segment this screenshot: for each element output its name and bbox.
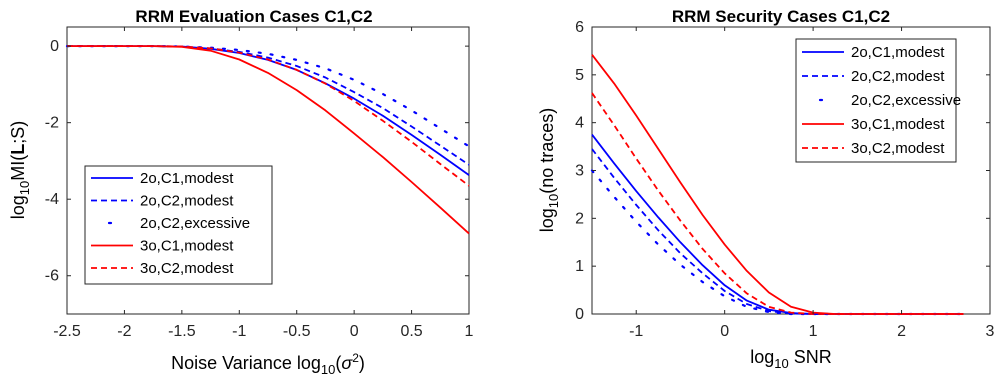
x-tick-label: 1 (809, 323, 818, 340)
y-axis-label: log10(no traces) (537, 108, 561, 233)
y-tick-label: 1 (575, 258, 584, 275)
y-tick-label: 2 (575, 210, 584, 227)
x-tick-label: 3 (986, 323, 995, 340)
legend-label: 2o,C1,modest (140, 170, 234, 187)
legend-label: 3o,C2,modest (851, 140, 945, 157)
x-tick-label: 0.5 (400, 323, 422, 340)
right-chart: RRM Security Cases C1,C2 -1 0 1 2 3 0 1 2 3 4 5 6 l… (537, 7, 995, 371)
tick-layer: -1 0 1 2 3 0 1 2 3 4 5 6 (575, 19, 994, 340)
x-tick-label: 1 (465, 323, 474, 340)
x-tick-label: 2 (897, 323, 906, 340)
y-tick-label: -2 (45, 115, 59, 132)
y-tick-label: 5 (575, 67, 584, 84)
x-tick-label: -1 (232, 323, 246, 340)
legend: 2o,C1,modest 2o,C2,modest 2o,C2,excessive 3… (84, 165, 273, 285)
x-tick-label: -1 (629, 323, 643, 340)
legend-box (84, 165, 273, 285)
x-tick-label: -0.5 (283, 323, 311, 340)
y-axis-label: log10MI(L;S) (8, 121, 32, 220)
legend-label: 2o,C2,modest (851, 68, 945, 85)
legend-label: 2o,C2,excessive (851, 92, 961, 109)
y-tick-label: -4 (45, 191, 59, 208)
x-tick-label: -1.5 (168, 323, 196, 340)
chart-title: RRM Evaluation Cases C1,C2 (135, 7, 372, 26)
y-tick-label: -6 (45, 268, 59, 285)
left-chart: RRM Evaluation Cases C1,C2 -2.5 -2 -1.5 -1-… (8, 7, 474, 377)
legend-label: 3o,C1,modest (140, 238, 234, 255)
legend-label: 2o,C2,excessive (140, 215, 250, 232)
x-tick-label: -2 (117, 323, 131, 340)
chart-title: RRM Security Cases C1,C2 (672, 7, 890, 26)
series-line-2o-c2-modest (591, 148, 964, 315)
x-tick-label: 0 (350, 323, 359, 340)
y-tick-label: 0 (575, 306, 584, 323)
legend-label: 3o,C1,modest (851, 116, 945, 133)
y-tick-label: 3 (575, 163, 584, 180)
y-tick-label: 6 (575, 19, 584, 36)
x-axis-label: Noise Variance log10(σ2) (171, 351, 365, 377)
x-tick-label: -2.5 (53, 323, 81, 340)
legend-label: 3o,C2,modest (140, 260, 234, 277)
x-tick-label: 0 (720, 323, 729, 340)
series-line-3o-c2-modest (67, 45, 470, 187)
series-line-2o-c2-excessive (65, 44, 471, 148)
y-tick-label: 0 (50, 38, 59, 55)
legend-label: 2o,C1,modest (851, 44, 945, 61)
y-tick-label: 4 (575, 115, 584, 132)
tick-layer: -2.5 -2 -1.5 -1 -0.5 0 0.5 1 0 -2 -4 -6 (45, 27, 474, 340)
legend: 2o,C1,modest 2o,C2,modest 2o,C2,excessive 3… (795, 38, 961, 163)
legend-label: 2o,C2,modest (140, 193, 234, 210)
series-layer (65, 44, 471, 235)
x-axis-label: log10 SNR (750, 347, 832, 371)
